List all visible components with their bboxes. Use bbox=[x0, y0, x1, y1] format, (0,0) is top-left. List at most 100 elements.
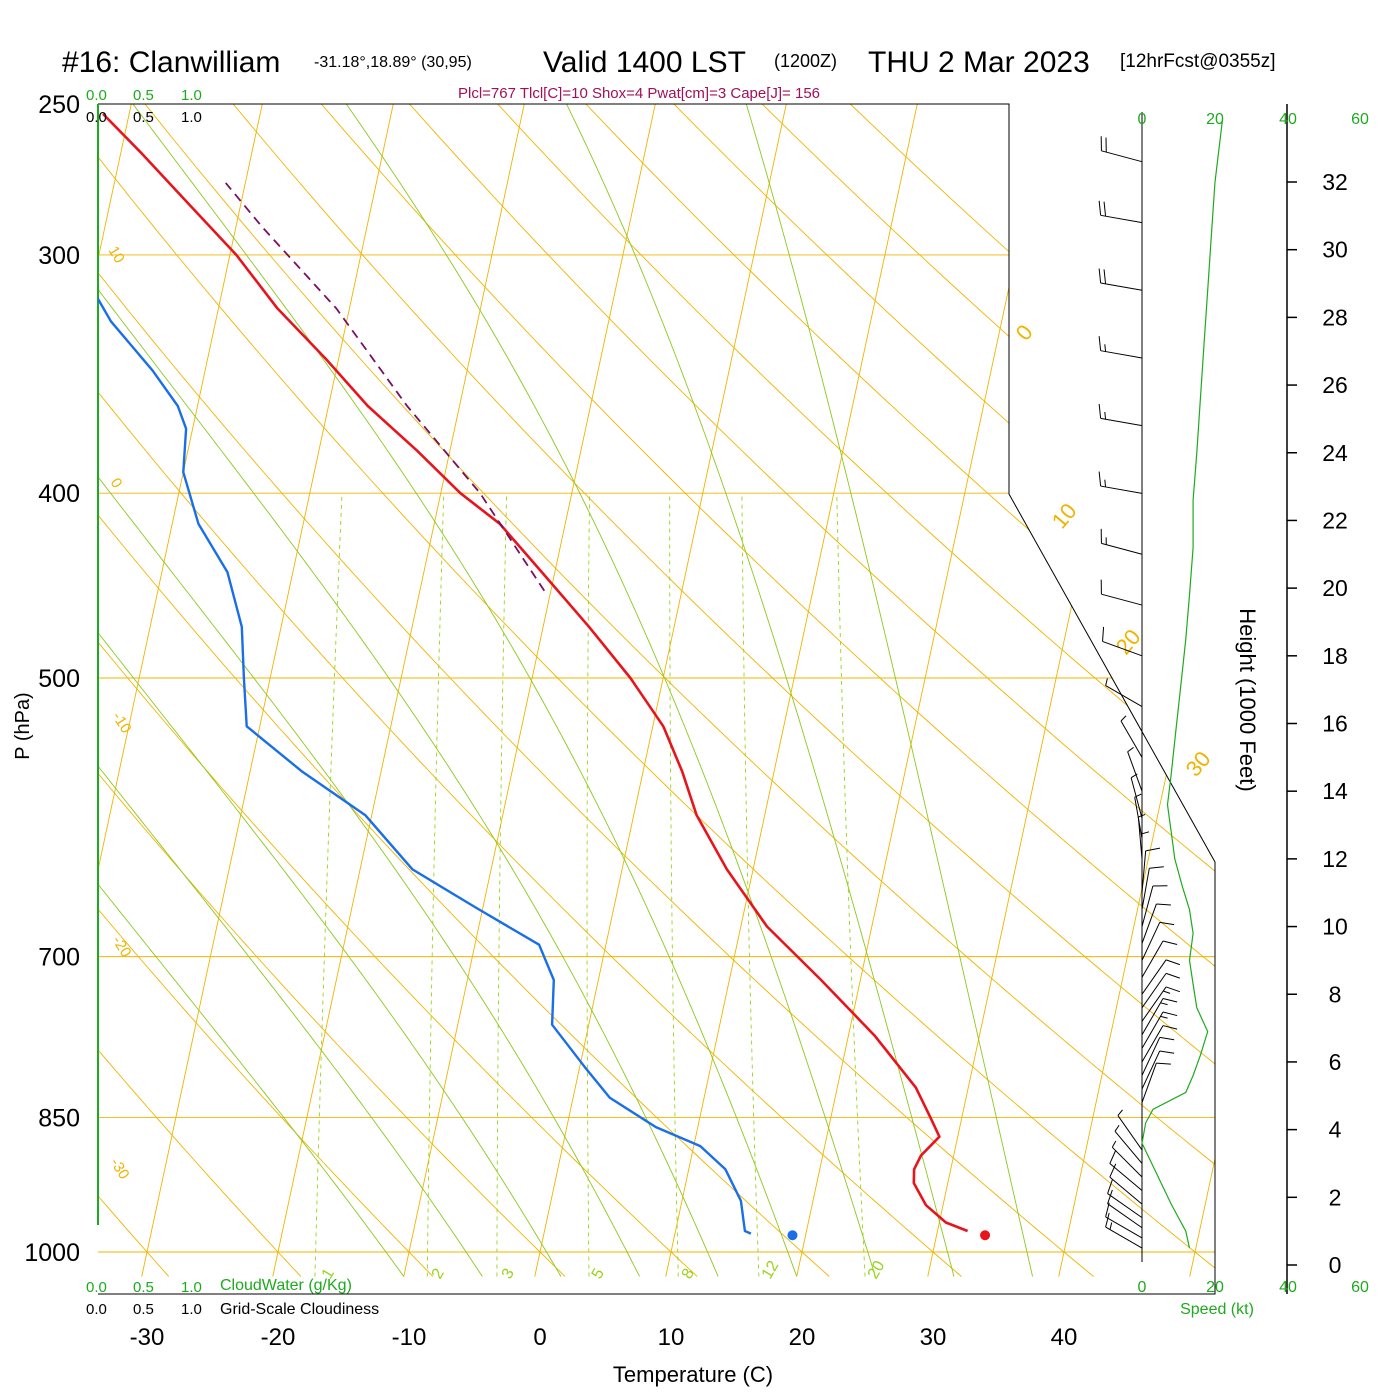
mixing-ratio-line bbox=[836, 493, 866, 1277]
wind-barb bbox=[1100, 528, 1143, 555]
wind-barb bbox=[1141, 1025, 1178, 1063]
wind-barb-staff bbox=[1141, 1062, 1157, 1103]
wind-barb-half-flag bbox=[1160, 1015, 1168, 1019]
pressure-tick-label: 1000 bbox=[24, 1239, 80, 1267]
temperature-surface-point bbox=[980, 1230, 991, 1241]
wind-barb-staff bbox=[1105, 1226, 1143, 1249]
isotherm-line bbox=[403, 104, 656, 1277]
wind-barb bbox=[1141, 1011, 1178, 1049]
wind-barb-staff bbox=[1117, 1115, 1143, 1151]
cloud-tick-top-1: 0.5 bbox=[133, 87, 154, 104]
speed-tick-bottom-3: 60 bbox=[1351, 1279, 1369, 1296]
wind-barb-half-flag bbox=[1127, 747, 1134, 753]
wind-barb bbox=[1105, 1212, 1143, 1249]
pressure-tick-label: 500 bbox=[38, 665, 80, 693]
wind-barb-flag bbox=[1107, 1189, 1113, 1204]
wind-barb-flag bbox=[1159, 1050, 1175, 1054]
wind-barb-staff bbox=[1141, 986, 1167, 1022]
wind-barb-flag bbox=[1098, 200, 1102, 216]
mixing-ratio-label: 20 bbox=[865, 1258, 889, 1282]
wind-barb bbox=[1141, 903, 1171, 944]
wind-barb-staff bbox=[1134, 797, 1143, 839]
mixing-ratio-line bbox=[586, 493, 591, 1277]
wind-barb-staff bbox=[1105, 1216, 1143, 1239]
background-lines bbox=[98, 104, 1215, 1277]
speed-axis-label: Speed (kt) bbox=[1180, 1301, 1254, 1318]
wind-barb-staff bbox=[1111, 1146, 1143, 1178]
wind-barb-staff bbox=[1141, 959, 1167, 995]
x-axis-title: Temperature (C) bbox=[613, 1362, 773, 1387]
pressure-tick-label: 700 bbox=[38, 944, 80, 972]
wind-barb-staff bbox=[1109, 1163, 1143, 1191]
height-tick-label: 26 bbox=[1322, 372, 1348, 398]
station-coords: -31.18°,18.89° (30,95) bbox=[314, 54, 472, 71]
dewpoint-line bbox=[98, 113, 752, 1235]
height-tick-label: 6 bbox=[1329, 1049, 1342, 1075]
dry-adiabat-label: -10 bbox=[109, 709, 135, 736]
wind-barb-half-flag bbox=[1163, 990, 1171, 994]
wind-barb-half-flag bbox=[1104, 479, 1107, 487]
wind-barb bbox=[1127, 747, 1143, 792]
wind-barb-staff bbox=[1141, 1050, 1161, 1090]
wind-barb-flag bbox=[1165, 986, 1181, 993]
height-tick-label: 20 bbox=[1322, 575, 1348, 601]
wind-barb bbox=[1141, 959, 1181, 995]
cloud-tick-bottom-1: 0.5 bbox=[133, 1279, 154, 1296]
wind-barb-staff bbox=[1100, 214, 1143, 224]
mixing-ratio-line bbox=[426, 493, 445, 1277]
wind-barb-staff bbox=[1141, 940, 1164, 978]
cloudiness-tick-bottom-0: 0.0 bbox=[86, 1301, 107, 1318]
mixing-ratio-line bbox=[496, 493, 508, 1277]
wind-barb-half-flag bbox=[1109, 1222, 1113, 1230]
speed-tick-bottom-2: 40 bbox=[1279, 1279, 1297, 1296]
height-tick-label: 10 bbox=[1322, 914, 1348, 940]
temperature-tick-label: 10 bbox=[658, 1324, 685, 1351]
wind-barb-staff bbox=[1120, 720, 1143, 758]
wind-barb-flag bbox=[1162, 998, 1178, 1003]
dry-adiabat-label: 10 bbox=[105, 243, 128, 266]
mixing-ratio-label: 12 bbox=[759, 1258, 783, 1282]
wind-barb-staff bbox=[1127, 751, 1143, 792]
height-tick-label: 32 bbox=[1322, 169, 1348, 195]
wind-barb bbox=[1114, 1124, 1143, 1164]
wind-barb-staff bbox=[1105, 685, 1143, 708]
valid-time: Valid 1400 LST bbox=[543, 46, 746, 79]
temperature-tick-label: -20 bbox=[261, 1324, 296, 1351]
cloudwater-label: CloudWater (g/Kg) bbox=[220, 1277, 352, 1294]
mixing-ratio-line bbox=[669, 493, 679, 1277]
sounding-profiles bbox=[98, 112, 991, 1241]
wind-barb-flag bbox=[1156, 903, 1171, 906]
wind-barb-flag bbox=[1105, 1202, 1110, 1218]
dry-adiabat bbox=[98, 104, 1094, 1277]
wind-barb-flag bbox=[1159, 1036, 1175, 1041]
isotherm-line bbox=[272, 104, 525, 1277]
pressure-tick-label: 300 bbox=[38, 242, 80, 270]
wind-barb-staff bbox=[1114, 1130, 1143, 1164]
parcel-line bbox=[225, 182, 546, 592]
cloudiness-tick-bottom-2: 1.0 bbox=[181, 1301, 202, 1318]
wind-barb bbox=[1102, 626, 1143, 657]
wind-barb-flag bbox=[1109, 1163, 1117, 1178]
dry-adiabat bbox=[98, 104, 698, 1277]
wind-barb-half-flag bbox=[1104, 411, 1107, 420]
dry-adiabat bbox=[232, 104, 1215, 1277]
wind-barb-staff bbox=[1141, 1011, 1164, 1049]
isotherm-line bbox=[796, 104, 1049, 1277]
wind-barb bbox=[1105, 1202, 1143, 1239]
speed-tick-top-2: 40 bbox=[1279, 111, 1297, 128]
isotherm-line bbox=[141, 104, 394, 1277]
wind-barb-staff bbox=[1107, 1203, 1143, 1229]
wind-barb bbox=[1098, 403, 1143, 427]
temperature-tick-label: 20 bbox=[789, 1324, 816, 1351]
dry-adiabat bbox=[144, 104, 1215, 1277]
wind-barb bbox=[1107, 1189, 1143, 1229]
dry-adiabat-label: 20 bbox=[1111, 624, 1146, 659]
forecast-info: [12hrFcst@0355z] bbox=[1120, 51, 1276, 72]
isotherm-line bbox=[98, 104, 263, 1277]
wind-barb-flag bbox=[1098, 336, 1102, 351]
wind-barb bbox=[1098, 471, 1143, 494]
dry-adiabat bbox=[98, 104, 962, 1277]
wind-barb-staff bbox=[1141, 973, 1167, 1009]
